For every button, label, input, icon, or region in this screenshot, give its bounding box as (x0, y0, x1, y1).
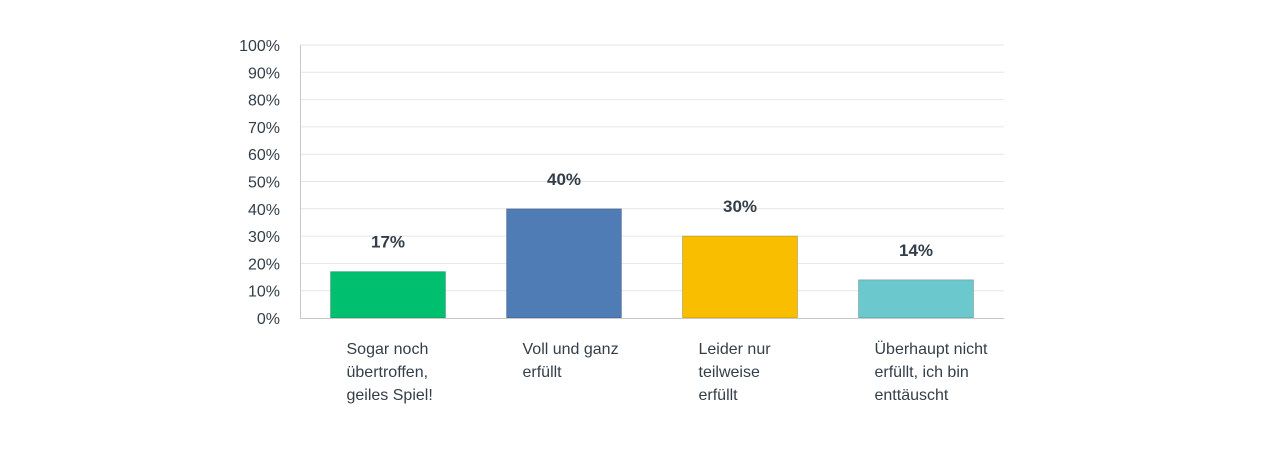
axes (300, 45, 1004, 319)
x-category-label-line: erfüllt (523, 364, 563, 381)
y-tick-label: 100% (239, 38, 280, 55)
x-category-label: Überhaupt nicht erfüllt, ich bin enttäusch… (875, 340, 989, 404)
x-category-label-line: erfüllt (699, 387, 739, 404)
bar-value-label: 30% (723, 197, 757, 216)
bar (506, 208, 622, 319)
x-category-label: Voll und ganz erfüllt (523, 341, 619, 381)
y-tick-label: 50% (248, 175, 280, 192)
y-tick-label: 20% (248, 256, 280, 273)
value-labels: 17% 40% 30% 14% (371, 170, 933, 260)
y-tick-label: 60% (248, 147, 280, 164)
y-tick-label: 30% (248, 229, 280, 246)
bar-value-label: 17% (371, 233, 405, 252)
x-axis-category-labels: Sogar noch übertroffen, geiles Spiel! Voll … (347, 340, 989, 404)
x-category-label: Leider nur teilweise erfüllt (699, 341, 772, 404)
gridlines (300, 44, 1004, 292)
x-category-label-line: teilweise (699, 364, 760, 381)
bar (682, 235, 798, 319)
y-tick-label: 90% (248, 65, 280, 82)
bar-value-label: 14% (899, 241, 933, 260)
x-category-label-line: Überhaupt nicht (875, 340, 989, 358)
y-tick-label: 0% (257, 311, 280, 328)
x-category-label-line: Sogar noch (347, 341, 429, 358)
x-category-label-line: Voll und ganz (523, 341, 619, 358)
x-category-label: Sogar noch übertroffen, geiles Spiel! (347, 341, 433, 404)
y-axis-tick-labels: 0% 10% 20% 30% 40% 50% 60% 70% 80% 90% 100% (239, 38, 280, 328)
x-category-label-line: erfüllt, ich bin (875, 364, 969, 381)
bar (330, 271, 446, 319)
bar-value-label: 40% (547, 170, 581, 189)
y-tick-label: 40% (248, 202, 280, 219)
y-tick-label: 70% (248, 120, 280, 137)
x-category-label-line: geiles Spiel! (347, 387, 433, 404)
y-tick-label: 10% (248, 284, 280, 301)
x-category-label-line: Leider nur (699, 341, 772, 358)
x-category-label-line: übertroffen, (347, 364, 429, 381)
y-tick-label: 80% (248, 93, 280, 110)
bar (858, 279, 974, 319)
x-category-label-line: enttäuscht (875, 387, 949, 404)
